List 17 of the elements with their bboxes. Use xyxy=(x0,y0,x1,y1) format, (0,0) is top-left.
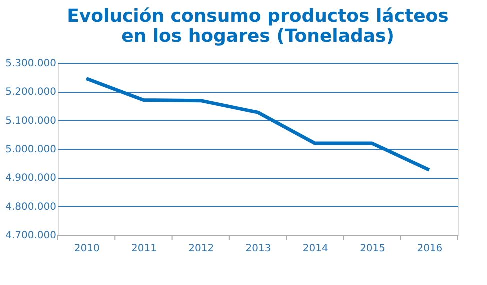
y-tick-label: 5.000.000 xyxy=(6,144,56,156)
x-tick-label: 2016 xyxy=(417,244,443,254)
x-tick-label: 2014 xyxy=(302,244,328,254)
y-tick-label: 5.100.000 xyxy=(6,116,56,127)
y-tick-label: 4.700.000 xyxy=(6,230,56,242)
x-tick-label: 2012 xyxy=(188,244,214,254)
y-tick-label: 5.300.000 xyxy=(6,58,56,70)
x-tick-label: 2013 xyxy=(246,244,272,254)
text: Evolución consumo productos lácteos xyxy=(67,6,449,27)
y-tick-label: 4.900.000 xyxy=(6,173,56,184)
y-tick-label: 4.800.000 xyxy=(6,202,56,213)
x-tick-label: 2010 xyxy=(74,244,100,254)
x-tick-label: 2015 xyxy=(360,244,386,254)
line-series xyxy=(84,77,432,172)
text: en los hogares (Toneladas) xyxy=(122,26,394,47)
y-tick-label: 5.200.000 xyxy=(6,87,56,98)
x-tick-label: 2011 xyxy=(131,244,157,254)
